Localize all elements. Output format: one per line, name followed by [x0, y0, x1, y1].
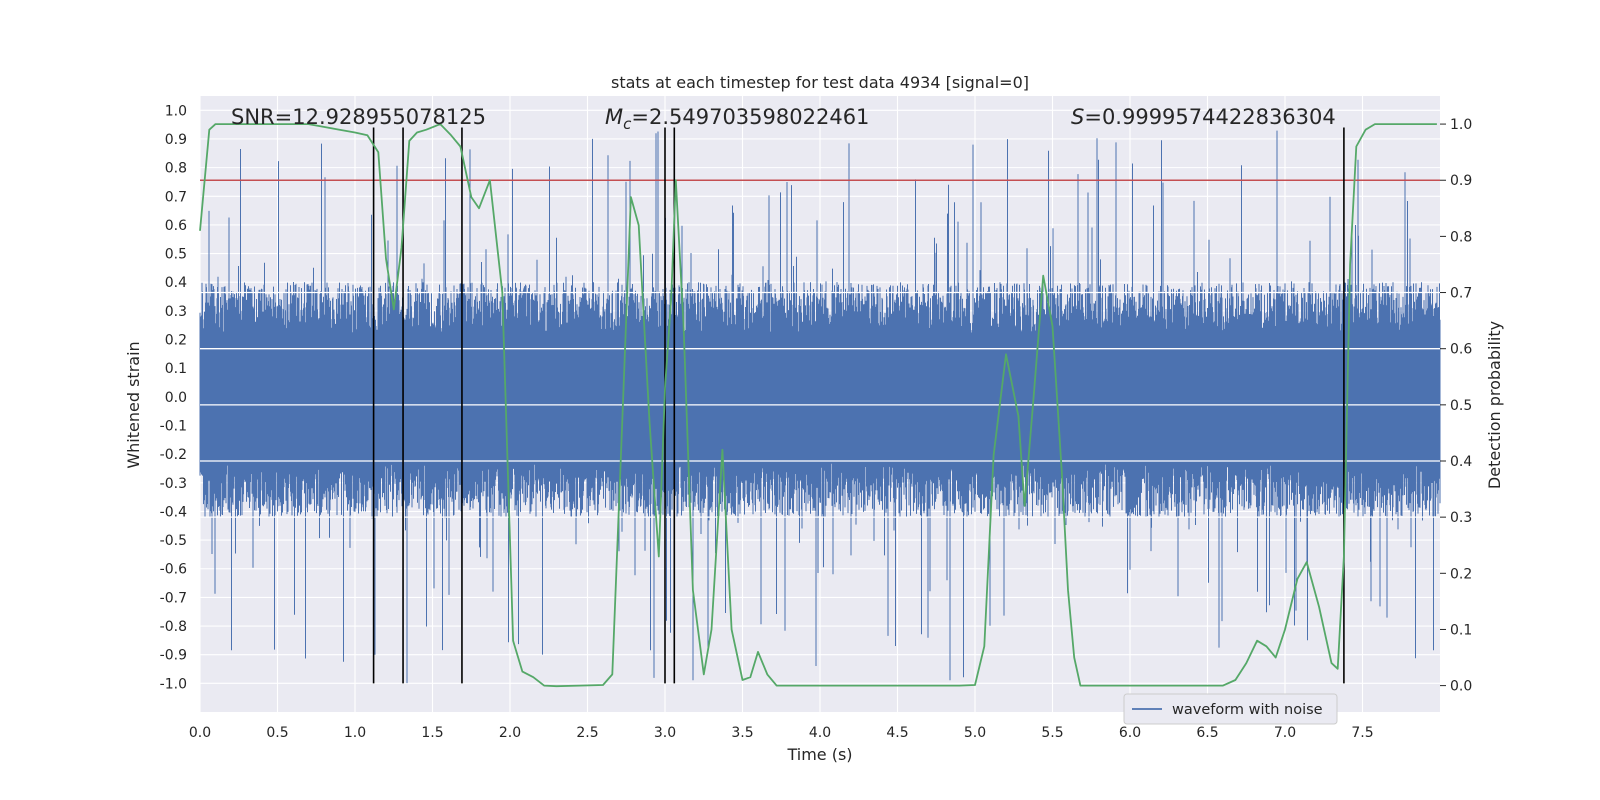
- x-tick-label: 0.0: [189, 725, 211, 741]
- y2-tick-label: 0.3: [1450, 510, 1472, 526]
- y2-tick-label: 0.7: [1450, 286, 1472, 302]
- x-tick-label: 2.0: [499, 725, 521, 741]
- y-tick-label: -1.0: [160, 676, 187, 692]
- x-tick-label: 1.0: [344, 725, 366, 741]
- legend-box: [1123, 693, 1338, 725]
- legend: waveform with noise: [1123, 693, 1338, 725]
- y2-axis-label: Detection probability: [1485, 321, 1504, 489]
- s-symbol: S: [1071, 105, 1084, 129]
- mc-symbol: M: [605, 105, 623, 129]
- y2-tick-label: 0.1: [1450, 622, 1472, 638]
- y2-tick-label: 0.0: [1450, 679, 1472, 695]
- waveform-line: [199, 130, 1441, 684]
- y2-tick-label: 0.9: [1450, 173, 1472, 189]
- y2-tick-label: 1.0: [1450, 117, 1472, 133]
- y-tick-label: 0.0: [165, 390, 187, 406]
- y-tick-label: -0.1: [160, 418, 187, 434]
- x-tick-label: 7.5: [1351, 725, 1373, 741]
- mc-value: =2.549703598022461: [631, 105, 869, 129]
- mc-subscript: c: [623, 115, 632, 133]
- x-tick-label: 0.5: [266, 725, 288, 741]
- x-tick-label: 4.0: [809, 725, 831, 741]
- detection-lines: [372, 127, 1345, 684]
- y-tick-label: -0.4: [160, 504, 187, 520]
- y2-tick-label: 0.8: [1450, 229, 1472, 245]
- y-tick-label: 0.8: [165, 161, 187, 177]
- y2-tick-label: 0.6: [1450, 342, 1472, 358]
- x-ticks: 0.0 0.5 1.0 1.5 2.0 2.5 3.0 3.5 4.0 4.5 5.0 5.5 6.0 6…: [189, 725, 1374, 741]
- y-tick-label: 0.1: [165, 361, 187, 377]
- y-tick-label: 0.4: [165, 275, 187, 291]
- y2-tick-label: 0.5: [1450, 398, 1472, 414]
- y-tick-label: 0.9: [165, 132, 187, 148]
- x-tick-label: 3.0: [654, 725, 676, 741]
- x-axis-label: Time (s): [786, 745, 852, 764]
- waveform-series: [199, 130, 1441, 684]
- s-value: =0.9999574422836304: [1084, 105, 1335, 129]
- y-tick-label: -0.3: [160, 476, 187, 492]
- y-tick-label: -0.7: [160, 590, 187, 606]
- legend-label: waveform with noise: [1172, 702, 1323, 718]
- y-tick-label: -0.9: [160, 648, 187, 664]
- x-tick-label: 3.5: [731, 725, 753, 741]
- x-tick-label: 4.5: [886, 725, 908, 741]
- y-tick-label: 0.6: [165, 218, 187, 234]
- y-axis-label: Whitened strain: [124, 341, 143, 468]
- y-tick-label: 0.3: [165, 304, 187, 320]
- probability-group: [199, 123, 1437, 688]
- y-tick-label: 0.7: [165, 189, 187, 205]
- x-tick-label: 1.5: [421, 725, 443, 741]
- y2-ticks: 1.0 0.9 0.8 0.7 0.6 0.5 0.4 0.3 0.2 0.1 0.0: [1440, 117, 1472, 695]
- s-annotation: S=0.9999574422836304: [1071, 105, 1336, 129]
- probability-line: [199, 123, 1437, 688]
- y-tick-label: 0.2: [165, 333, 187, 349]
- mc-annotation: Mc=2.549703598022461: [605, 105, 869, 133]
- x-tick-label: 6.0: [1119, 725, 1141, 741]
- y-tick-label: -0.8: [160, 619, 187, 635]
- y-tick-label: -0.6: [160, 562, 187, 578]
- y-tick-label: 1.0: [165, 103, 187, 119]
- y-tick-label: -0.2: [160, 447, 187, 463]
- x-tick-label: 7.0: [1274, 725, 1296, 741]
- y2-tick-label: 0.4: [1450, 454, 1472, 470]
- x-tick-label: 6.5: [1196, 725, 1218, 741]
- y-tick-label: -0.5: [160, 533, 187, 549]
- x-tick-label: 5.5: [1041, 725, 1063, 741]
- x-tick-label: 2.5: [576, 725, 598, 741]
- x-tick-label: 5.0: [964, 725, 986, 741]
- y2-tick-label: 0.2: [1450, 566, 1472, 582]
- y-ticks: 1.0 0.9 0.8 0.7 0.6 0.5 0.4 0.3 0.2 0.1 0.0 -0.1 -0.…: [160, 103, 187, 692]
- snr-annotation: SNR=12.928955078125: [231, 105, 486, 129]
- y-tick-label: 0.5: [165, 247, 187, 263]
- chart-title: stats at each timestep for test data 493…: [611, 73, 1029, 92]
